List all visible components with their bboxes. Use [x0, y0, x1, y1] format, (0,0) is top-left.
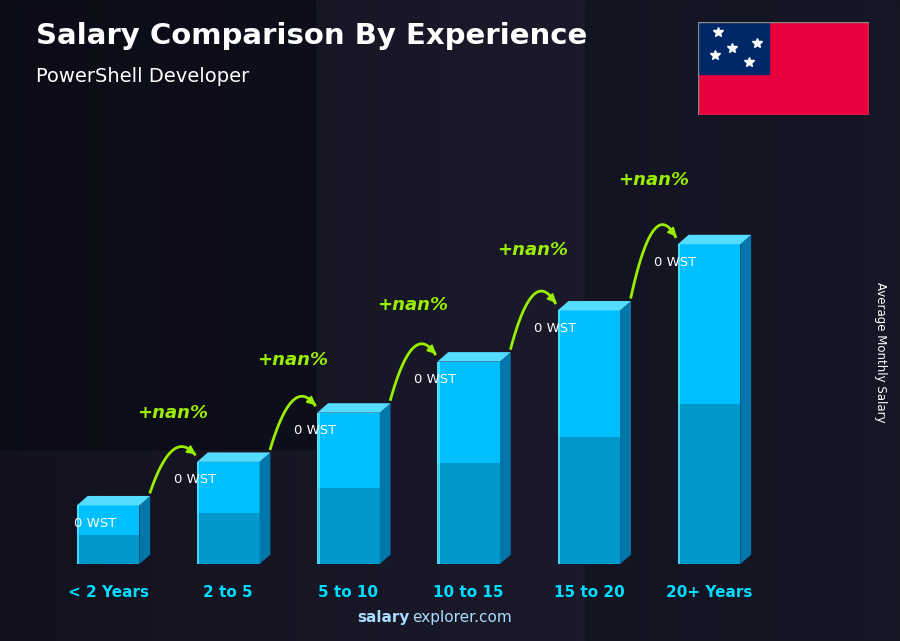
Bar	[558, 310, 620, 437]
Text: Salary Comparison By Experience: Salary Comparison By Experience	[36, 22, 587, 51]
Bar	[76, 505, 140, 535]
Polygon shape	[585, 0, 900, 641]
Text: 0 WST: 0 WST	[654, 256, 697, 269]
Text: +nan%: +nan%	[498, 242, 569, 260]
Bar	[678, 404, 741, 564]
Text: 20+ Years: 20+ Years	[666, 585, 752, 600]
Text: 0 WST: 0 WST	[414, 373, 456, 386]
Polygon shape	[317, 403, 391, 413]
Text: 0 WST: 0 WST	[174, 473, 216, 487]
Text: +nan%: +nan%	[617, 171, 688, 189]
Bar	[678, 244, 741, 404]
Text: 2 to 5: 2 to 5	[203, 585, 253, 600]
Polygon shape	[558, 301, 631, 310]
Bar	[317, 413, 380, 488]
Bar	[678, 244, 680, 564]
Text: 0 WST: 0 WST	[534, 322, 576, 335]
Text: PowerShell Developer: PowerShell Developer	[36, 67, 249, 87]
Polygon shape	[380, 403, 391, 564]
Polygon shape	[437, 352, 511, 362]
Polygon shape	[76, 496, 150, 505]
Text: +nan%: +nan%	[377, 296, 448, 314]
Polygon shape	[620, 301, 631, 564]
Text: 15 to 20: 15 to 20	[554, 585, 625, 600]
Text: explorer.com: explorer.com	[412, 610, 512, 625]
Text: +nan%: +nan%	[137, 404, 208, 422]
Text: < 2 Years: < 2 Years	[68, 585, 148, 600]
Text: 0 WST: 0 WST	[293, 424, 336, 437]
Bar	[437, 362, 500, 463]
Text: 5 to 10: 5 to 10	[319, 585, 379, 600]
Text: 10 to 15: 10 to 15	[434, 585, 504, 600]
Bar	[317, 413, 319, 564]
Bar	[698, 22, 770, 74]
Bar	[197, 462, 259, 513]
Bar	[317, 488, 380, 564]
Polygon shape	[500, 352, 511, 564]
Polygon shape	[741, 235, 751, 564]
Bar	[437, 463, 500, 564]
Bar	[197, 513, 259, 564]
Polygon shape	[0, 0, 315, 449]
Text: Average Monthly Salary: Average Monthly Salary	[874, 282, 886, 423]
Bar	[437, 362, 440, 564]
Text: 0 WST: 0 WST	[75, 517, 117, 529]
Bar	[558, 437, 620, 564]
Text: salary: salary	[357, 610, 410, 625]
Polygon shape	[678, 235, 752, 244]
Bar	[76, 505, 79, 564]
Polygon shape	[259, 453, 270, 564]
Polygon shape	[140, 496, 150, 564]
Bar	[558, 310, 560, 564]
Bar	[197, 462, 200, 564]
Bar	[76, 535, 140, 564]
Text: +nan%: +nan%	[257, 351, 328, 369]
Polygon shape	[197, 453, 270, 462]
